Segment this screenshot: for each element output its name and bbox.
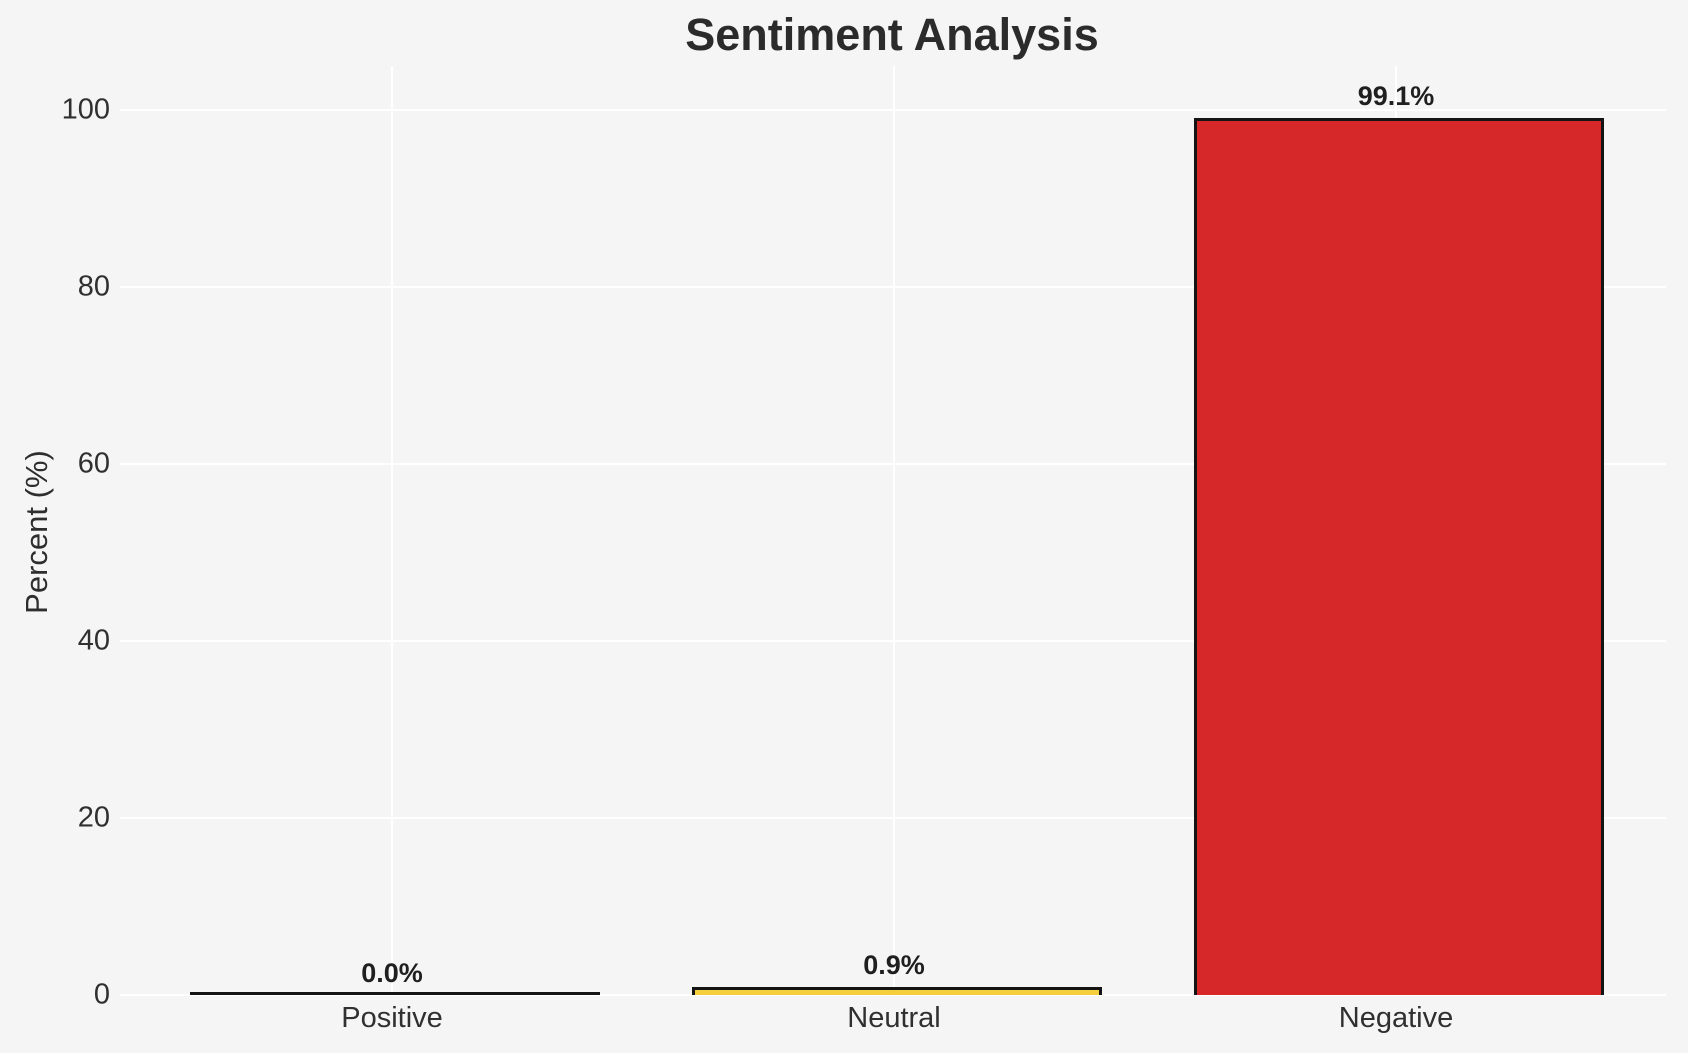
y-tick-label: 20 [77, 801, 110, 834]
plot-area: 0.0% 0.9% 99.1% [120, 66, 1666, 996]
bar-neutral [692, 987, 1102, 995]
y-tick-label: 100 [61, 93, 110, 126]
y-tick-label: 60 [77, 447, 110, 480]
bar-value-label: 99.1% [1357, 81, 1435, 111]
x-tick-label-positive: Positive [341, 1002, 443, 1034]
horizontal-gridline [120, 994, 1666, 996]
bar-value-label: 0.0% [361, 958, 423, 988]
chart-title: Sentiment Analysis [685, 9, 1099, 60]
vertical-gridline [893, 66, 895, 995]
bar-value-label: 0.9% [863, 950, 925, 980]
x-tick-label-negative: Negative [1338, 1002, 1454, 1034]
y-tick-label: 40 [77, 624, 110, 657]
x-tick-label-neutral: Neutral [847, 1002, 941, 1034]
vertical-gridline [391, 66, 393, 995]
bar-negative [1194, 118, 1604, 995]
y-tick-label: 0 [93, 978, 110, 1011]
bar-positive [190, 992, 600, 995]
y-tick-label: 80 [77, 270, 110, 303]
